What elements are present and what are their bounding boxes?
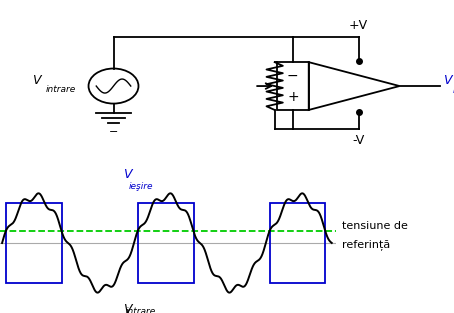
Bar bbox=[270, 203, 326, 283]
Bar bbox=[6, 203, 62, 283]
Bar bbox=[277, 62, 309, 110]
Text: V: V bbox=[123, 303, 132, 313]
Text: ieşire: ieşire bbox=[453, 86, 454, 95]
Text: +: + bbox=[287, 90, 299, 104]
Text: intrare: intrare bbox=[45, 85, 76, 95]
Text: ieşire: ieşire bbox=[128, 182, 153, 191]
Text: V: V bbox=[443, 74, 451, 87]
Text: -V: -V bbox=[353, 134, 365, 147]
Text: V: V bbox=[123, 168, 132, 181]
Text: −: − bbox=[109, 126, 118, 136]
Text: tensiune de: tensiune de bbox=[342, 221, 408, 231]
Text: referință: referință bbox=[342, 240, 390, 250]
Bar bbox=[138, 203, 193, 283]
Text: intrare: intrare bbox=[125, 307, 156, 313]
Text: +V: +V bbox=[349, 19, 368, 32]
Text: −: − bbox=[287, 69, 299, 83]
Text: V: V bbox=[32, 74, 40, 87]
